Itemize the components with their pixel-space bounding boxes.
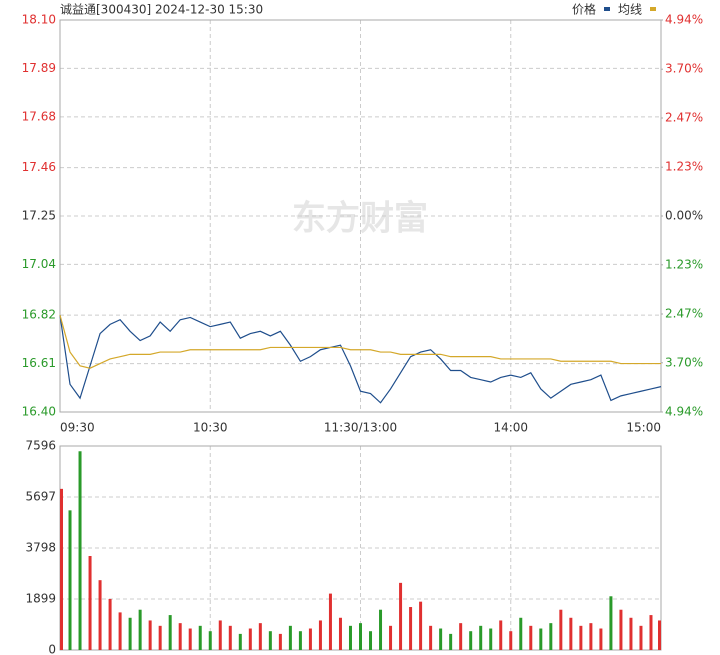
y2-tick-label: 3.70% bbox=[665, 355, 703, 369]
volume-bar bbox=[308, 628, 312, 650]
volume-bar bbox=[88, 556, 92, 650]
volume-bar bbox=[278, 633, 282, 650]
volume-bar bbox=[298, 631, 302, 650]
y-tick-label: 3798 bbox=[25, 541, 56, 555]
y2-tick-label: 2.47% bbox=[665, 111, 703, 125]
y-tick-label: 16.40 bbox=[22, 405, 56, 419]
volume-bar bbox=[399, 582, 403, 650]
volume-bar bbox=[429, 625, 433, 650]
volume-bar bbox=[369, 631, 373, 650]
volume-bar bbox=[288, 625, 292, 650]
volume-bar bbox=[268, 631, 272, 650]
volume-bar bbox=[658, 620, 661, 650]
volume-bar bbox=[499, 620, 503, 650]
volume-bar bbox=[68, 510, 72, 650]
volume-bar bbox=[248, 628, 252, 650]
volume-bar bbox=[359, 623, 362, 650]
volume-bar bbox=[599, 628, 603, 650]
y2-tick-label: 4.94% bbox=[665, 13, 703, 27]
volume-bar bbox=[60, 488, 63, 650]
volume-bar bbox=[78, 451, 82, 650]
volume-bar bbox=[178, 623, 182, 650]
x-tick-label: 11:30/13:00 bbox=[324, 421, 397, 435]
plot-frame bbox=[59, 19, 662, 413]
volume-bar bbox=[469, 631, 473, 650]
volume-bar bbox=[569, 617, 573, 650]
volume-bar bbox=[559, 609, 563, 650]
volume-bar bbox=[138, 609, 142, 650]
x-tick-label: 15:00 bbox=[626, 421, 661, 435]
legend-label: 价格 bbox=[572, 2, 596, 17]
x-tick-label: 10:30 bbox=[193, 421, 228, 435]
volume-bar bbox=[118, 612, 122, 650]
volume-bar bbox=[649, 615, 653, 650]
volume-bar bbox=[519, 617, 523, 650]
volume-bar bbox=[449, 633, 453, 650]
volume-bar bbox=[348, 625, 352, 650]
y2-tick-label: 4.94% bbox=[665, 405, 703, 419]
volume-bar bbox=[128, 617, 132, 650]
volume-bar bbox=[539, 628, 543, 650]
y2-tick-label: 1.23% bbox=[665, 257, 703, 271]
x-tick-label: 14:00 bbox=[493, 421, 528, 435]
y-tick-label: 0 bbox=[48, 643, 56, 655]
legend-swatch bbox=[650, 7, 656, 11]
y-tick-label: 7596 bbox=[25, 439, 56, 453]
volume-bar bbox=[98, 580, 102, 650]
volume-bar bbox=[218, 620, 222, 650]
legend-swatch bbox=[604, 7, 610, 11]
y-tick-label: 18.10 bbox=[22, 13, 56, 27]
y-tick-label: 16.61 bbox=[22, 356, 56, 370]
price-line bbox=[59, 314, 661, 369]
volume-bar bbox=[148, 620, 152, 650]
y2-tick-label: 3.70% bbox=[665, 62, 703, 76]
volume-bar bbox=[579, 625, 583, 650]
y2-tick-label: 0.00% bbox=[665, 209, 703, 223]
volume-bar bbox=[198, 625, 202, 650]
volume-bar bbox=[639, 625, 643, 650]
volume-bar bbox=[609, 596, 613, 650]
chart-title: 诚益通[300430] 2024-12-30 15:30 bbox=[60, 3, 263, 17]
x-tick-label: 09:30 bbox=[60, 421, 95, 435]
volume-bar bbox=[509, 631, 513, 650]
volume-bar bbox=[439, 628, 443, 650]
volume-bar bbox=[409, 607, 413, 650]
volume-bar bbox=[479, 625, 483, 650]
y-tick-label: 5697 bbox=[25, 490, 56, 504]
volume-bar bbox=[208, 631, 212, 650]
volume-bar bbox=[258, 623, 262, 650]
y2-tick-label: 1.23% bbox=[665, 160, 703, 174]
volume-bar bbox=[549, 623, 553, 650]
y-tick-label: 17.89 bbox=[22, 61, 56, 75]
volume-bar bbox=[379, 609, 383, 650]
volume-bar bbox=[529, 625, 533, 650]
volume-bar bbox=[338, 617, 342, 650]
volume-bar bbox=[389, 625, 393, 650]
volume-bar bbox=[629, 617, 633, 650]
y-tick-label: 17.68 bbox=[22, 109, 56, 123]
volume-bar bbox=[619, 609, 623, 650]
volume-bar bbox=[318, 620, 322, 650]
y-tick-label: 17.46 bbox=[22, 160, 56, 174]
volume-bar bbox=[589, 623, 593, 650]
volume-bar bbox=[459, 623, 463, 650]
y-tick-label: 17.04 bbox=[22, 257, 56, 271]
y2-tick-label: 2.47% bbox=[665, 307, 703, 321]
volume-bar bbox=[489, 628, 493, 650]
volume-bar bbox=[419, 601, 423, 650]
volume-bar bbox=[188, 628, 192, 650]
volume-bar bbox=[158, 625, 162, 650]
legend-label: 均线 bbox=[618, 3, 642, 17]
volume-bar bbox=[228, 625, 232, 650]
y-tick-label: 1899 bbox=[25, 592, 56, 606]
y-tick-label: 17.25 bbox=[22, 209, 56, 223]
volume-bar bbox=[168, 615, 172, 650]
y-tick-label: 16.82 bbox=[22, 308, 56, 322]
price-line bbox=[59, 315, 662, 404]
volume-bar bbox=[108, 598, 112, 650]
volume-bar bbox=[238, 633, 242, 650]
volume-bar bbox=[328, 593, 332, 650]
